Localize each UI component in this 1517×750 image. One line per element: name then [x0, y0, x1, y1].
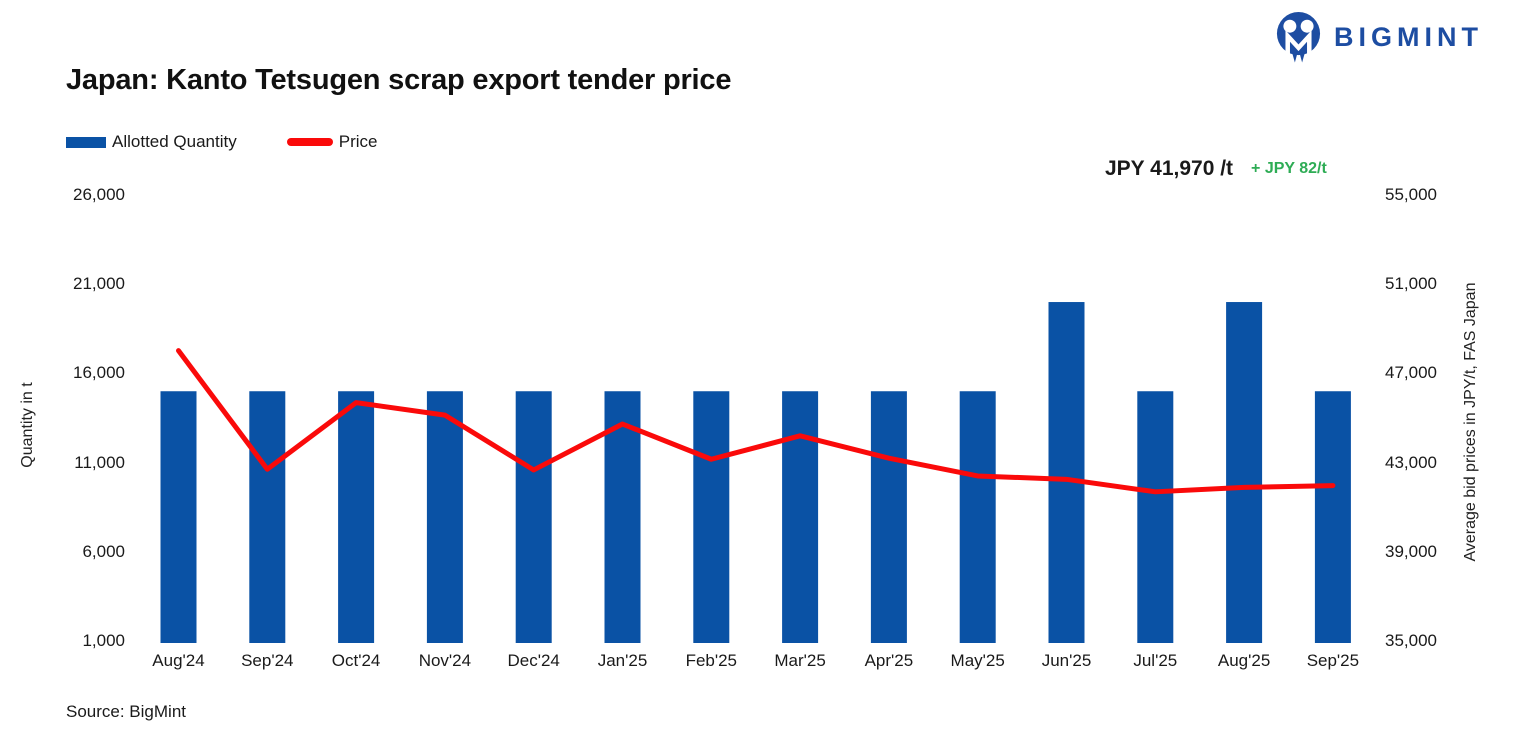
x-axis-label-nov-24: Nov'24 — [418, 651, 472, 670]
x-axis-label-aug-24: Aug'24 — [152, 651, 205, 670]
left-axis-tick-11000: 11,000 — [74, 452, 125, 472]
left-axis-tick-6000: 6,000 — [82, 541, 125, 561]
bar-aug-25 — [1226, 302, 1263, 643]
bar-may-25 — [959, 391, 996, 643]
x-axis-label-dec-24: Dec'24 — [507, 651, 560, 670]
legend-label-allotted-quantity: Allotted Quantity — [112, 132, 237, 151]
legend-line-swatch — [286, 138, 333, 146]
bar-oct-24 — [338, 391, 375, 643]
bigmint-logo-text: BIGMINT — [1334, 22, 1483, 52]
bar-aug-24 — [160, 391, 197, 643]
bar-dec-24 — [515, 391, 552, 643]
right-axis-tick-51000: 51,000 — [1385, 274, 1437, 294]
right-axis-tick-35000: 35,000 — [1385, 631, 1437, 650]
chart-title: Japan: Kanto Tetsugen scrap export tende… — [66, 64, 732, 96]
x-axis-label-may-25: May'25 — [950, 651, 1005, 670]
bar-jan-25 — [604, 391, 641, 643]
latest-price-value: JPY 41,970 /t — [1105, 157, 1234, 180]
chart-legend: Allotted Quantity Price — [66, 132, 377, 152]
x-axis-label-sep-24: Sep'24 — [241, 651, 294, 670]
bar-mar-25 — [782, 391, 819, 643]
left-axis-tick-16000: 16,000 — [73, 363, 125, 383]
right-axis-tick-47000: 47,000 — [1385, 363, 1437, 383]
bar-feb-25 — [693, 391, 730, 643]
x-axis-label-jul-25: Jul'25 — [1133, 651, 1178, 670]
legend-item-allotted-quantity: Allotted Quantity — [66, 132, 237, 152]
left-axis-tick-26000: 26,000 — [73, 185, 125, 204]
x-axis-label-apr-25: Apr'25 — [864, 651, 914, 670]
x-axis-label-jan-25: Jan'25 — [597, 651, 648, 670]
bar-jul-25 — [1137, 391, 1174, 643]
bar-nov-24 — [426, 391, 463, 643]
price-line — [176, 348, 1336, 495]
bigmint-logo-icon — [1276, 12, 1321, 63]
x-axis-label-sep-25: Sep'25 — [1306, 651, 1360, 670]
right-axis-tick-43000: 43,000 — [1385, 452, 1437, 472]
bar-sep-24 — [249, 391, 286, 643]
source-note: Source: BigMint — [66, 702, 186, 721]
latest-price-annotation: JPY 41,970 /t + JPY 82/t — [1105, 157, 1327, 181]
left-axis-tick-21000: 21,000 — [73, 274, 125, 294]
x-axis-label-jun-25: Jun'25 — [1041, 651, 1092, 670]
bar-sep-25 — [1314, 391, 1351, 643]
x-axis-label-oct-24: Oct'24 — [331, 651, 381, 670]
bigmint-logo: BIGMINT — [1274, 10, 1483, 65]
legend-bar-swatch — [66, 136, 106, 148]
bar-apr-25 — [870, 391, 907, 643]
left-axis-tick-1000: 1,000 — [82, 631, 125, 650]
x-axis-label-feb-25: Feb'25 — [685, 651, 738, 670]
x-axis-label-aug-25: Aug'25 — [1217, 651, 1271, 670]
bar-jun-25 — [1048, 302, 1085, 643]
left-axis-title: Quantity in t — [19, 382, 36, 468]
x-axis-label-mar-25: Mar'25 — [774, 651, 826, 670]
latest-price-change: + JPY 82/t — [1251, 160, 1327, 177]
right-axis-tick-55000: 55,000 — [1385, 185, 1437, 204]
legend-item-price: Price — [286, 132, 378, 152]
right-axis-tick-39000: 39,000 — [1385, 541, 1437, 561]
right-axis-title: Average bid prices in JPY/t, FAS Japan — [1462, 282, 1479, 562]
legend-label-price: Price — [338, 132, 378, 151]
